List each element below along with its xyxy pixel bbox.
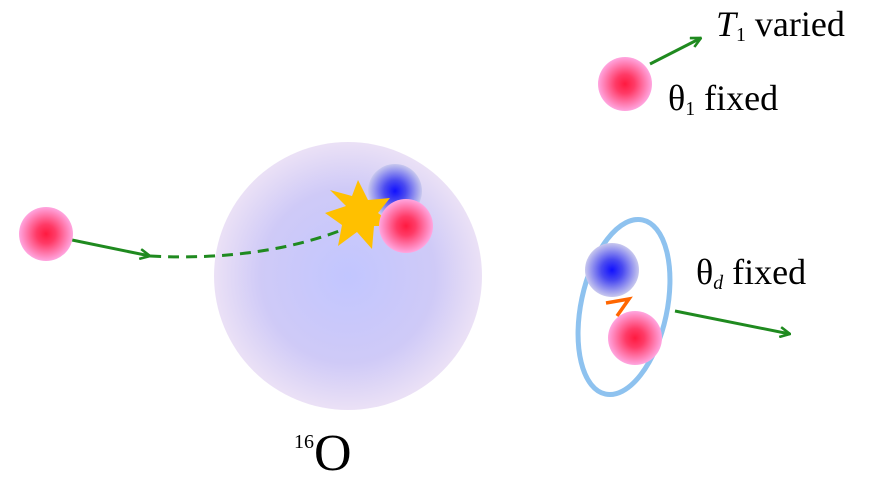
nucleus-label: 16O (294, 425, 352, 482)
theta1-fixed-label: θ1 fixed (668, 78, 779, 120)
deuteron-outline (575, 216, 673, 398)
trajectory-dashed (149, 224, 353, 259)
incoming-proton-icon (19, 207, 73, 261)
deuteron-arrow (674, 309, 790, 334)
outgoing-proton-arrow (649, 36, 701, 66)
bond-icon (605, 296, 633, 318)
outgoing-proton-icon (598, 57, 652, 111)
t1-varied-label: T1 varied (716, 4, 845, 46)
deuteron-proton-icon (608, 311, 662, 365)
burst-icon (325, 180, 396, 249)
thetad-fixed-label: θd fixed (696, 252, 807, 294)
oxygen-nucleus (214, 142, 482, 410)
struck-proton-icon (379, 199, 433, 253)
deuteron-neutron-icon (585, 243, 639, 297)
incoming-arrow (71, 238, 150, 256)
